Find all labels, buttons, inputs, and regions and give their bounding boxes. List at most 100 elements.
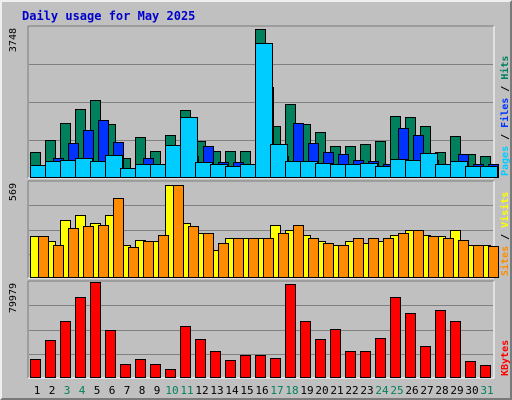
sites-bar <box>263 238 274 278</box>
day-label: 6 <box>109 384 116 397</box>
day-label: 8 <box>139 384 146 397</box>
pages-bar <box>360 163 378 178</box>
pages-bar <box>450 161 468 178</box>
day-label: 15 <box>240 384 253 397</box>
kbytes-bar <box>300 321 311 378</box>
day-label: 26 <box>405 384 418 397</box>
pages-bar <box>330 164 348 178</box>
sites-bar <box>173 185 184 278</box>
pages-bar <box>375 166 393 178</box>
kbytes-bar <box>405 313 416 378</box>
day-label: 18 <box>285 384 298 397</box>
series-label-part: Hits <box>499 56 510 80</box>
kbytes-bar <box>345 351 356 378</box>
kbytes-bar <box>450 321 461 378</box>
series-label-part: Sites <box>499 246 510 276</box>
pages-bar <box>30 165 48 178</box>
pages-bar <box>45 161 63 178</box>
day-label: 14 <box>225 384 239 397</box>
pages-bar <box>150 164 168 178</box>
pages-bar <box>300 161 318 178</box>
pages-bar <box>60 160 78 178</box>
kbytes-bar <box>390 297 401 378</box>
pages-bar <box>465 166 483 178</box>
kbytes-bar <box>240 355 251 378</box>
series-label-part: Pages <box>500 146 510 176</box>
day-label: 20 <box>315 384 328 397</box>
kbytes-bar <box>330 329 341 378</box>
sites-bar <box>398 233 409 278</box>
pages-bar <box>105 155 123 178</box>
kbytes-bar <box>45 340 56 378</box>
day-label: 29 <box>450 384 463 397</box>
day-label: 1 <box>34 384 41 397</box>
sites-bar <box>128 247 139 278</box>
pages-bar <box>390 159 408 178</box>
pages-bar <box>435 164 453 178</box>
day-label: 2 <box>49 384 56 397</box>
panel-2-max-label: 569 <box>8 183 19 201</box>
kbytes-bar <box>75 297 86 378</box>
sites-bar <box>53 245 64 278</box>
kbytes-bar <box>315 339 326 378</box>
pages-bar <box>120 168 138 178</box>
day-label: 23 <box>360 384 373 397</box>
sites-bar <box>443 238 454 278</box>
pages-bar <box>165 145 183 178</box>
sites-bar <box>293 225 304 278</box>
kbytes-bar <box>285 284 296 378</box>
day-label: 21 <box>330 384 343 397</box>
day-label: 22 <box>345 384 358 397</box>
pages-bar <box>210 164 228 178</box>
kbytes-bar <box>435 310 446 378</box>
pages-bar <box>240 164 258 178</box>
kbytes-bar <box>90 282 101 378</box>
pages-bar <box>480 166 498 178</box>
day-label: 11 <box>180 384 193 397</box>
sites-bar <box>338 245 349 278</box>
pages-bar <box>255 43 273 178</box>
sites-bar <box>308 238 319 278</box>
kbytes-bar <box>195 339 206 378</box>
day-label: 17 <box>270 384 283 397</box>
day-label: 12 <box>195 384 208 397</box>
panel-3-max-label: 79979 <box>8 283 19 313</box>
sites-bar <box>323 243 334 278</box>
sites-bar <box>458 240 469 278</box>
kbytes-bar <box>210 351 221 378</box>
day-label: 28 <box>435 384 448 397</box>
pages-bar <box>285 161 303 178</box>
sites-bar <box>488 246 499 278</box>
series-label-part: / <box>500 228 510 246</box>
kbytes-bar <box>255 355 266 378</box>
series-label-part: KBytes <box>500 340 510 376</box>
sites-bar <box>413 230 424 278</box>
pages-bar <box>420 153 438 178</box>
kbytes-bar <box>270 358 281 378</box>
sites-bar <box>428 236 439 278</box>
panel-3-series-label: KBytes <box>500 340 510 376</box>
series-label-part: Visits <box>499 192 510 228</box>
day-label: 7 <box>124 384 131 397</box>
kbytes-bar <box>30 359 41 378</box>
day-label: 3 <box>64 384 71 397</box>
sites-bar <box>248 238 259 278</box>
sites-bar <box>368 238 379 278</box>
kbytes-bar <box>465 361 476 378</box>
day-label: 9 <box>154 384 161 397</box>
day-label: 5 <box>94 384 101 397</box>
sites-bar <box>383 238 394 278</box>
sites-bar <box>143 241 154 278</box>
panel-1-series-label: Pages / Files / Hits <box>499 56 510 176</box>
kbytes-bar <box>180 326 191 378</box>
pages-bar <box>135 164 153 178</box>
kbytes-bar <box>60 321 71 378</box>
sites-bar <box>188 226 199 278</box>
sites-bar <box>473 245 484 278</box>
chart-title: Daily usage for May 2025 <box>22 9 196 23</box>
sites-bar <box>113 198 124 278</box>
kbytes-bar <box>420 346 431 378</box>
sites-bar <box>218 243 229 278</box>
